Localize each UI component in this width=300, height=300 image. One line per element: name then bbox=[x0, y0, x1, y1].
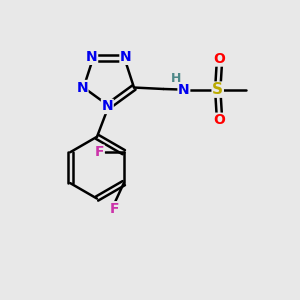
Text: N: N bbox=[76, 80, 88, 94]
Text: S: S bbox=[212, 82, 223, 97]
Text: O: O bbox=[213, 52, 225, 66]
Text: H: H bbox=[171, 72, 182, 85]
Text: F: F bbox=[94, 145, 104, 159]
Text: N: N bbox=[178, 82, 190, 97]
Text: O: O bbox=[213, 113, 225, 127]
Text: N: N bbox=[101, 99, 113, 113]
Text: N: N bbox=[86, 50, 98, 64]
Text: F: F bbox=[110, 202, 120, 216]
Text: N: N bbox=[120, 50, 132, 64]
